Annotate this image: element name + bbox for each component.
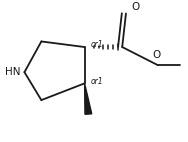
Polygon shape bbox=[85, 83, 92, 114]
Text: HN: HN bbox=[5, 67, 21, 77]
Text: or1: or1 bbox=[90, 40, 103, 49]
Text: O: O bbox=[132, 2, 140, 12]
Text: or1: or1 bbox=[90, 77, 103, 86]
Text: O: O bbox=[152, 50, 160, 60]
